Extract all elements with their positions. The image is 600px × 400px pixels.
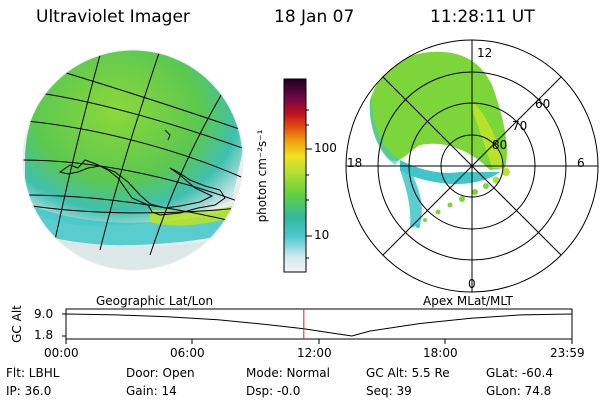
timeline-xtick-1800: 18:00 [423,346,458,360]
door-status: Door: Open [126,366,195,380]
dsp-status: Dsp: -0.0 [246,384,301,398]
colorbar-scale [283,78,307,273]
timeline-xtick-0600: 06:00 [170,346,205,360]
colorbar-tick-10: 10 [314,228,330,242]
lat-label-70: 70 [512,119,528,133]
gain-status: Gain: 14 [126,384,177,398]
gc-alt-status: GC Alt: 5.5 Re [366,366,450,380]
timeline-right-label: Apex MLat/MLT [423,294,513,308]
polar-plot [345,39,599,293]
filter-status: Flt: LBHL [6,366,60,380]
mlt-label-6: 6 [577,156,585,170]
colorbar-unit-label: photon cm⁻²s⁻¹ [255,129,269,223]
date-label: 18 Jan 07 [274,7,355,27]
time-label: 11:28:11 UT [430,7,535,27]
timeline-y-axis-label: GC Alt [10,305,24,343]
geographic-image [22,49,244,271]
mlt-label-0: 0 [468,277,476,291]
ip-status: IP: 36.0 [6,384,52,398]
timeline-xtick-1200: 12:00 [297,346,332,360]
timeline-ytick-1-8: 1.8 [34,328,54,342]
timeline-left-label: Geographic Lat/Lon [96,294,214,308]
glat-status: GLat: -60.4 [486,366,553,380]
mlt-label-12: 12 [477,46,493,60]
mlt-label-18: 18 [347,156,363,170]
altitude-curve [65,313,573,337]
colorbar-tick-100: 100 [314,141,337,155]
altitude-timeline [62,308,573,344]
mode-status: Mode: Normal [246,366,330,380]
instrument-title: Ultraviolet Imager [36,7,190,27]
timeline-xtick-2359: 23:59 [550,346,585,360]
seq-status: Seq: 39 [366,384,412,398]
glon-status: GLon: 74.8 [486,384,552,398]
timeline-ytick-9: 9.0 [34,307,54,321]
lat-label-80: 80 [492,138,508,152]
lat-label-60: 60 [535,97,551,111]
timeline-frame [65,308,573,340]
colorbar [283,78,312,273]
timeline-xtick-0000: 00:00 [44,346,79,360]
